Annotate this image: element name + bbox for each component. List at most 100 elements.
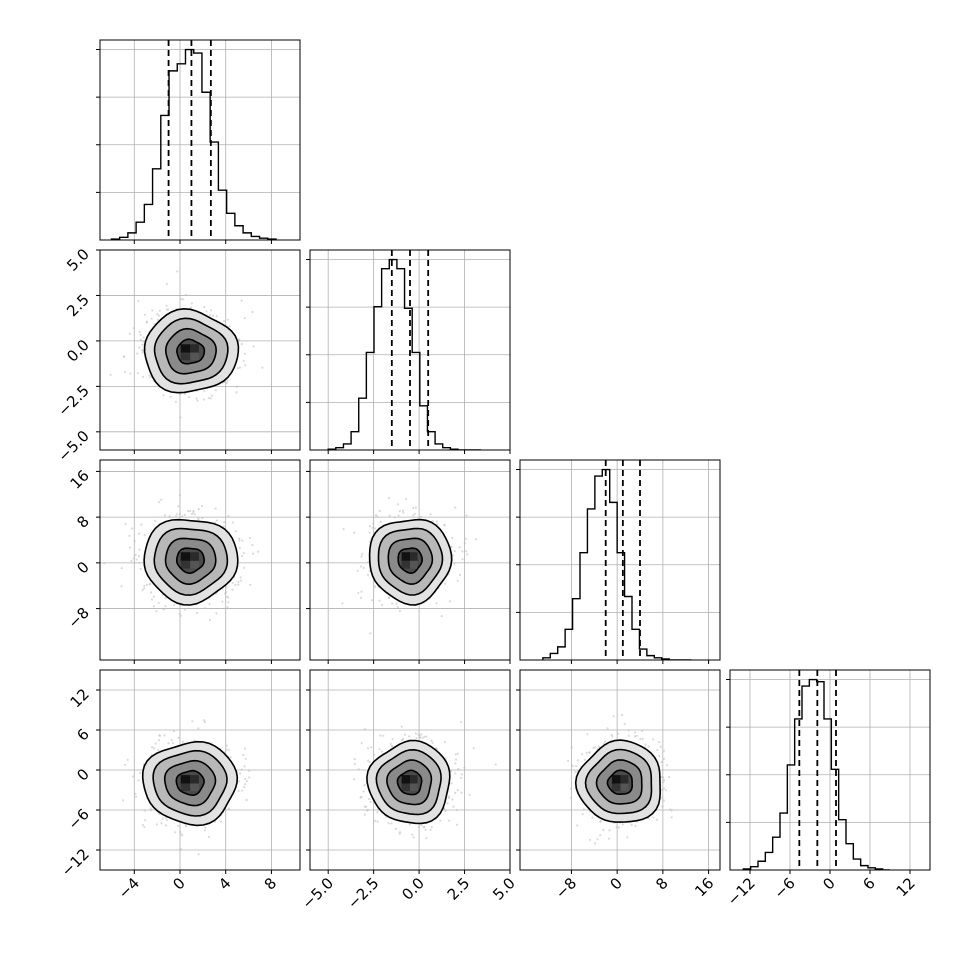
sample-point (443, 740, 446, 744)
sample-point (251, 310, 254, 314)
sample-point (177, 736, 180, 740)
x-tick-label: 0 (169, 874, 188, 893)
sample-point (157, 314, 160, 317)
sample-point (373, 586, 376, 589)
sample-point (204, 826, 207, 829)
sample-point (583, 758, 586, 762)
sample-point (362, 790, 365, 793)
scatter-panel-1-0 (99, 249, 301, 451)
panel-frame (309, 459, 511, 661)
sample-point (380, 603, 383, 607)
sample-point (241, 789, 244, 792)
sample-point (150, 746, 154, 749)
x-tick-label: −8 (552, 874, 580, 902)
sample-point (454, 753, 457, 756)
sample-point (615, 826, 618, 829)
sample-point (621, 823, 624, 826)
sample-point (164, 597, 167, 600)
sample-point (571, 764, 574, 767)
sample-point (602, 828, 605, 832)
sample-point (368, 525, 371, 528)
sample-point (463, 542, 466, 545)
sample-point (389, 742, 392, 746)
sample-point (225, 586, 228, 589)
sample-point (167, 742, 170, 745)
sample-point (374, 819, 377, 823)
sample-point (137, 779, 140, 782)
sample-point (243, 317, 246, 320)
sample-point (366, 573, 370, 576)
sample-point (149, 807, 152, 810)
density-core (180, 344, 191, 353)
sample-point (593, 842, 597, 845)
sample-point (588, 751, 591, 754)
sample-point (457, 767, 460, 771)
sample-point (652, 738, 655, 741)
sample-point (248, 536, 251, 540)
sample-point (185, 825, 188, 828)
sample-point (576, 824, 579, 827)
sample-point (141, 351, 144, 354)
sample-point (225, 381, 228, 385)
density-core (410, 552, 418, 561)
density-core (180, 560, 191, 569)
sample-point (227, 748, 230, 751)
sample-point (400, 725, 403, 728)
sample-point (142, 375, 145, 378)
scatter-panel-3-2 (519, 669, 721, 871)
sample-point (150, 598, 154, 601)
sample-point (178, 612, 181, 615)
sample-point (222, 320, 226, 323)
y-tick-label: 2.5 (63, 291, 93, 321)
sample-point (463, 766, 466, 769)
sample-point (359, 565, 362, 568)
sample-point (242, 753, 245, 757)
sample-point (243, 352, 246, 355)
sample-point (388, 514, 391, 517)
sample-point (453, 563, 456, 566)
sample-point (227, 601, 230, 604)
sample-point (425, 837, 428, 840)
sample-point (120, 567, 123, 570)
sample-point (187, 395, 191, 399)
sample-point (208, 314, 211, 317)
sample-point (367, 759, 370, 762)
sample-point (183, 513, 186, 517)
sample-point (429, 828, 432, 832)
sample-point (182, 298, 185, 301)
sample-point (353, 763, 356, 766)
sample-point (641, 737, 644, 741)
sample-point (227, 807, 230, 810)
sample-point (178, 494, 181, 497)
contour-line (165, 327, 217, 375)
sample-point (239, 576, 242, 579)
sample-point (144, 819, 147, 822)
sample-point (665, 764, 669, 767)
sample-point (142, 340, 145, 343)
x-tick-label: 6 (859, 874, 878, 893)
sample-point (408, 735, 411, 738)
sample-point (364, 728, 367, 731)
sample-point (238, 539, 241, 542)
density-core (190, 560, 199, 569)
sample-point (608, 829, 611, 832)
sample-point (143, 809, 146, 812)
sample-point (376, 811, 379, 814)
sample-point (369, 800, 372, 804)
sample-point (169, 395, 172, 398)
sample-point (379, 520, 382, 523)
sample-point (128, 534, 131, 537)
panel-frame (99, 249, 301, 451)
sample-point (193, 513, 196, 516)
sample-point (141, 349, 144, 352)
sample-point (378, 599, 381, 602)
y-tick-label: 5.0 (63, 245, 93, 275)
sample-point (203, 720, 206, 724)
sample-point (141, 589, 144, 592)
sample-point (128, 546, 132, 549)
x-tick-label: 0 (606, 874, 625, 893)
sample-point (179, 830, 182, 834)
sample-point (570, 796, 573, 800)
density-core (190, 344, 199, 353)
sample-point (261, 366, 264, 369)
